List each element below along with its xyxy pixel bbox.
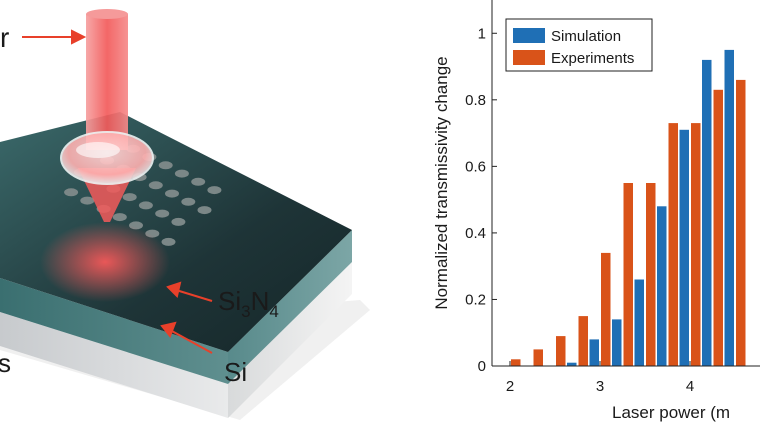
- lens-highlight: [76, 142, 120, 158]
- bar-experiments-3: [601, 252, 611, 366]
- bar-simulation-3.25: [612, 319, 622, 366]
- si-arrow: [169, 329, 213, 354]
- hole: [197, 206, 212, 215]
- hole: [148, 181, 163, 190]
- legend-label-experiments: Experiments: [551, 50, 634, 67]
- x-tick-label: 3: [596, 378, 604, 395]
- si-arrow-head: [160, 321, 177, 338]
- bar-simulation-4: [679, 129, 689, 366]
- laser-label: r: [0, 22, 9, 53]
- focusing-lens: [60, 131, 154, 185]
- arrows: [22, 29, 213, 354]
- bar-experiments-3.75: [668, 123, 678, 366]
- y-tick-label: 0.6: [465, 158, 486, 175]
- hole: [158, 161, 173, 170]
- axes: [491, 0, 760, 367]
- y-tick-label: 0.4: [465, 225, 486, 242]
- y-tick-label: 0: [478, 358, 486, 375]
- laser-beam-top: [86, 9, 128, 19]
- bar-simulation-2.75: [567, 362, 577, 366]
- bar-group: [511, 49, 746, 367]
- x-tick-label: 4: [686, 378, 694, 395]
- hole: [64, 188, 79, 197]
- hole: [165, 189, 179, 198]
- hole: [138, 201, 153, 210]
- y-tick-label: 0.2: [465, 291, 486, 308]
- hole: [207, 186, 222, 195]
- x-tick-label: 2: [506, 378, 514, 395]
- bar-experiments-2.25: [533, 349, 543, 366]
- legend: Simulation Experiments: [505, 18, 653, 72]
- sin-film-front: [0, 278, 228, 384]
- bar-experiments-2.75: [578, 316, 588, 366]
- y-tick-label: 0.8: [465, 92, 486, 109]
- y-axis-label: Normalized transmissivity change: [432, 56, 451, 309]
- x-ticks: 2 3 4: [506, 361, 694, 395]
- bar-simulation-4.25: [702, 59, 712, 367]
- laser-spot-glow: [40, 222, 170, 302]
- si-substrate-front: [0, 312, 228, 418]
- bar-experiments-2.5: [556, 336, 566, 366]
- bar-simulation-4.5: [724, 49, 734, 367]
- y-tick-label: 1: [478, 25, 486, 42]
- hole: [161, 237, 176, 246]
- laser-arrow-head: [71, 29, 87, 45]
- bar-experiments-3.25: [623, 183, 633, 366]
- bar-experiments-4.5: [736, 79, 746, 367]
- legend-swatch-experiments: [513, 50, 545, 65]
- si-label: Si: [224, 357, 247, 387]
- sin-label: Si3N4: [218, 286, 279, 321]
- device-illustration: r Si3N4 Si s: [0, 9, 370, 420]
- bar-simulation-3.75: [657, 206, 667, 366]
- sin-arrow-head: [166, 281, 182, 298]
- hole: [112, 213, 127, 222]
- bar-chart: 0 0.2 0.4 0.6 0.8 1 2 3 4 Normalized transmissi…: [432, 0, 760, 422]
- y-ticks: 0 0.2 0.4 0.6 0.8 1: [465, 25, 497, 375]
- hole: [171, 217, 186, 226]
- sin-film-side: [228, 230, 352, 384]
- x-axis-label: Laser power (m: [612, 403, 730, 422]
- hole: [174, 169, 189, 178]
- bar-experiments-2: [511, 359, 521, 366]
- hole: [181, 197, 196, 206]
- laser-beam: [86, 14, 128, 150]
- legend-label-simulation: Simulation: [551, 28, 621, 45]
- si-substrate-side: [228, 262, 352, 418]
- bar-experiments-4.25: [713, 89, 723, 367]
- bar-experiments-4: [691, 123, 701, 366]
- sin-arrow: [175, 289, 213, 302]
- bar-simulation-3.5: [634, 279, 644, 366]
- bar-experiments-3.5: [646, 183, 656, 366]
- hole: [122, 193, 137, 202]
- left-partial-label: s: [0, 348, 11, 378]
- hole: [155, 209, 170, 218]
- bar-simulation-3: [589, 339, 599, 366]
- hole: [191, 177, 206, 186]
- hole: [80, 196, 95, 205]
- legend-swatch-simulation: [513, 28, 545, 43]
